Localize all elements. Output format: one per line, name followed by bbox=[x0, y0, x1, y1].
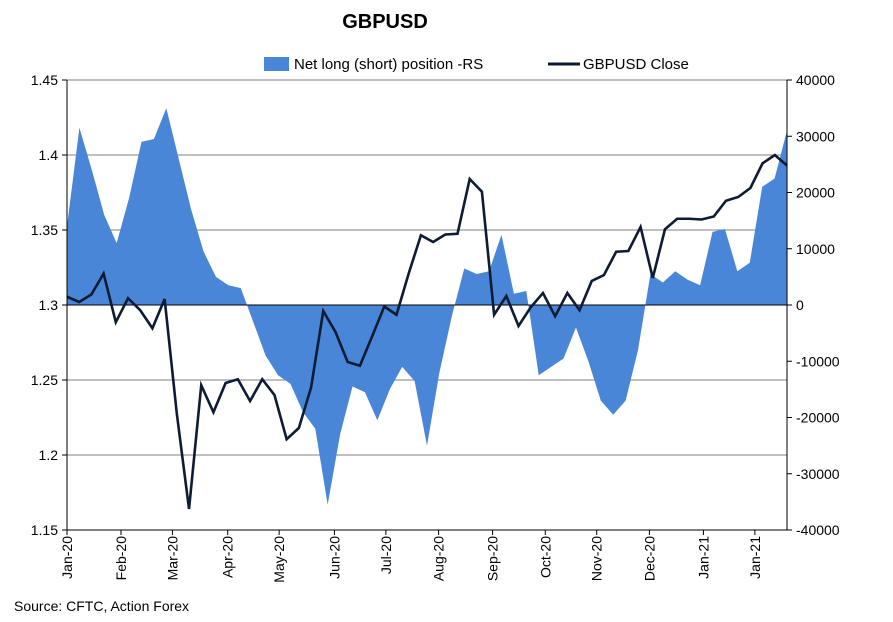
x-tick-label: Jun-20 bbox=[326, 536, 342, 579]
left-tick-label: 1.45 bbox=[31, 72, 58, 88]
right-tick-label: -40000 bbox=[796, 522, 840, 538]
left-tick-label: 1.4 bbox=[39, 147, 59, 163]
x-tick-label: Dec-20 bbox=[641, 536, 657, 581]
source-note: Source: CFTC, Action Forex bbox=[14, 598, 190, 614]
right-tick-label: -20000 bbox=[796, 410, 840, 426]
x-tick-label: Sep-20 bbox=[485, 536, 501, 581]
left-tick-label: 1.2 bbox=[39, 447, 59, 463]
chart-title: GBPUSD bbox=[342, 11, 428, 33]
left-tick-label: 1.25 bbox=[31, 372, 58, 388]
x-tick-label: Apr-20 bbox=[220, 536, 236, 578]
right-tick-label: -10000 bbox=[796, 353, 840, 369]
x-tick-label: Oct-20 bbox=[537, 536, 553, 578]
left-tick-label: 1.35 bbox=[31, 222, 58, 238]
legend-area-swatch bbox=[264, 57, 289, 71]
left-axis-ticks: 1.15 1.2 1.25 1.3 1.35 1.4 1.45 bbox=[31, 72, 67, 538]
legend: Net long (short) position -RS GBPUSD Clo… bbox=[264, 56, 689, 73]
legend-area-label: Net long (short) position -RS bbox=[294, 56, 483, 73]
x-tick-label: Jul-20 bbox=[378, 536, 394, 574]
x-tick-label: Feb-20 bbox=[113, 536, 129, 581]
right-tick-label: 30000 bbox=[796, 128, 835, 144]
x-tick-label: May-20 bbox=[271, 536, 287, 583]
x-tick-label: Aug-20 bbox=[431, 536, 447, 581]
net-position-area bbox=[67, 108, 787, 505]
right-axis-ticks: -40000 -30000 -20000 -10000 0 10000 20000 30000… bbox=[787, 72, 840, 538]
right-tick-label: 20000 bbox=[796, 185, 835, 201]
gbpusd-close-line bbox=[66, 153, 788, 510]
right-tick-label: 10000 bbox=[796, 241, 835, 257]
legend-line-label: GBPUSD Close bbox=[583, 56, 689, 73]
x-tick-label: Jan-21 bbox=[695, 536, 711, 579]
x-tick-label: Mar-20 bbox=[164, 536, 180, 581]
gbpusd-line-layer bbox=[66, 153, 788, 510]
right-tick-label: 40000 bbox=[796, 72, 835, 88]
x-tick-label: Jan-21 bbox=[747, 536, 763, 579]
x-tick-label: Nov-20 bbox=[589, 536, 605, 581]
left-tick-label: 1.15 bbox=[31, 522, 58, 538]
right-tick-label: 0 bbox=[796, 297, 804, 313]
left-tick-label: 1.3 bbox=[39, 297, 59, 313]
x-tick-label: Jan-20 bbox=[59, 536, 75, 579]
right-tick-label: -30000 bbox=[796, 466, 840, 482]
net-position-area-layer bbox=[67, 108, 787, 505]
x-axis-ticks: Jan-20 Feb-20 Mar-20 Apr-20 May-20 Jun-20 Jul-… bbox=[59, 530, 763, 583]
